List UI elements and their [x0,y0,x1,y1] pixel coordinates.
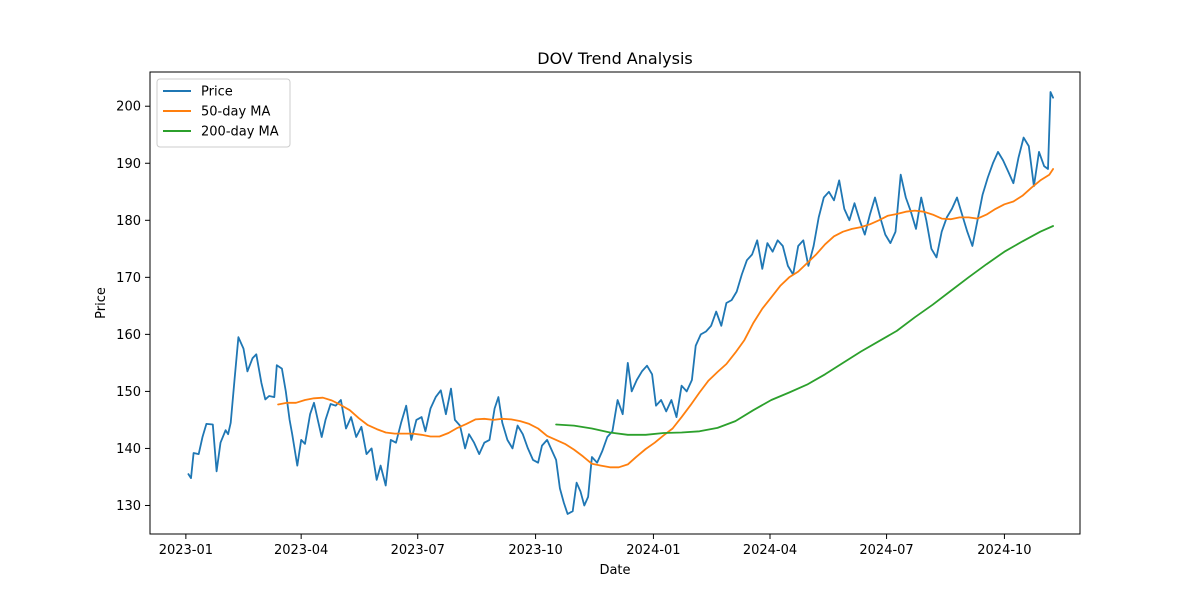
legend-label: Price [201,85,233,100]
y-tick-label: 200 [116,100,141,115]
y-tick-label: 170 [116,271,141,286]
y-axis-label: Price [94,287,109,319]
x-tick-label: 2023-04 [274,543,328,558]
plot-area [149,71,1081,535]
y-tick-label: 140 [116,442,141,457]
y-tick-label: 190 [116,157,141,172]
x-tick-label: 2023-01 [159,543,213,558]
x-axis-label: Date [599,563,630,578]
y-tick-label: 180 [116,214,141,229]
series-line-50-day-ma [277,168,1054,469]
series-line-200-day-ma [555,225,1054,436]
y-tick-label: 130 [116,499,141,514]
x-tick-label: 2024-10 [977,543,1031,558]
x-tick-label: 2023-07 [391,543,445,558]
plot-frame [149,71,1081,535]
y-tick-label: 160 [116,328,141,343]
x-tick-label: 2023-10 [508,543,562,558]
x-axis: 2023-01 2023-04 2023-07 2023-10 2024-01 2024-… [159,534,1032,558]
x-tick-label: 2024-07 [859,543,913,558]
y-axis: 130 140 150 160 170 180 190 200 [116,100,150,514]
chart-title: DOV Trend Analysis [537,49,692,68]
x-tick-label: 2024-01 [626,543,680,558]
x-tick-label: 2024-04 [743,543,797,558]
y-tick-label: 150 [116,385,141,400]
legend: Price 50-day MA 200-day MA [156,78,291,148]
series-layer [187,91,1054,515]
legend-label: 50-day MA [201,105,270,120]
legend-label: 200-day MA [201,125,279,140]
series-line-price [187,91,1054,515]
